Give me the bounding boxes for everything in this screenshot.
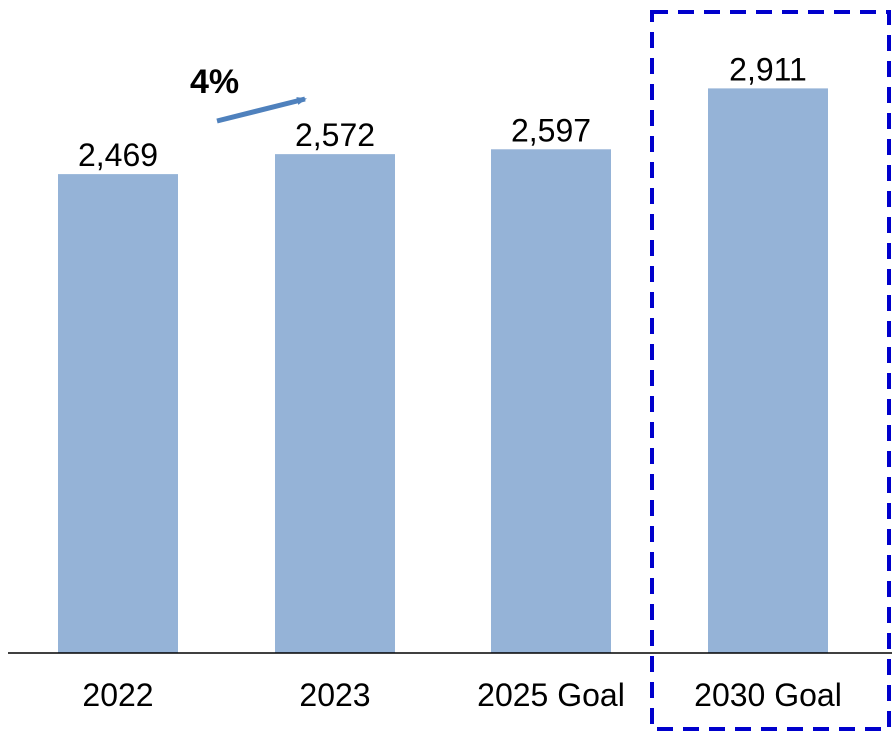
value-labels-group: 2,469 2,572 2,597 2,911 [78, 51, 807, 173]
bar-2030-goal [708, 88, 828, 653]
category-labels-group: 2022 2023 2025 Goal 2030 Goal [82, 677, 841, 713]
category-label-2022: 2022 [82, 677, 153, 713]
bar-2022 [58, 174, 178, 654]
bar-2025-goal [491, 149, 611, 654]
bars-group [58, 88, 828, 654]
highlight-box-2030-goal [650, 10, 891, 731]
value-label-2025-goal: 2,597 [511, 112, 591, 148]
value-label-2023: 2,572 [295, 117, 375, 153]
category-label-2023: 2023 [299, 677, 370, 713]
category-label-2030-goal: 2030 Goal [694, 677, 842, 713]
growth-annotation: 4% [190, 63, 307, 124]
category-label-2025-goal: 2025 Goal [477, 677, 625, 713]
value-label-2022: 2,469 [78, 137, 158, 173]
bar-2023 [275, 154, 395, 654]
growth-annotation-label: 4% [190, 63, 239, 101]
growth-arrow-icon [216, 96, 307, 124]
value-label-2030-goal: 2,911 [729, 51, 807, 87]
